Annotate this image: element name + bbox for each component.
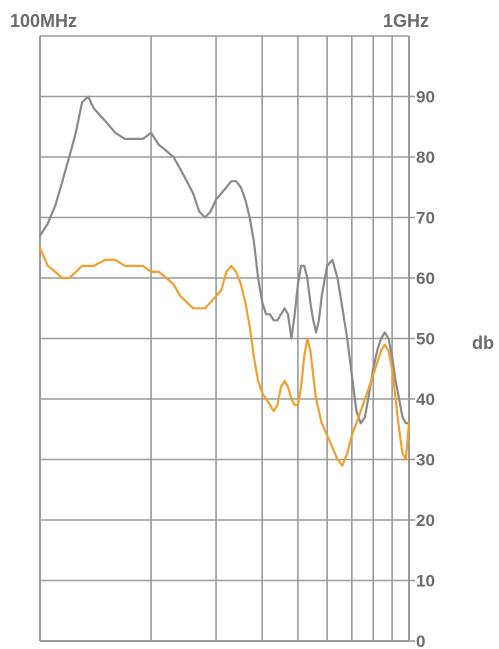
x-label-right: 1GHz: [383, 11, 429, 31]
y-tick-label: 10: [416, 572, 435, 591]
grid: [39, 35, 415, 642]
y-tick-label: 70: [416, 209, 435, 228]
y-tick-label: 80: [416, 148, 435, 167]
y-axis-label: db: [472, 333, 494, 353]
y-tick-label: 30: [416, 451, 435, 470]
y-tick-label: 40: [416, 390, 435, 409]
y-tick-labels: 0 10 20 30 40 50 60 70 80 90: [416, 88, 435, 649]
series-orange-line: [38, 246, 411, 467]
series-lines: [38, 95, 411, 467]
series-gray-line: [38, 95, 411, 425]
y-tick-label: 20: [416, 511, 435, 530]
y-tick-label: 50: [416, 330, 435, 349]
y-tick-label: 90: [416, 88, 435, 107]
x-label-left: 100MHz: [10, 11, 77, 31]
y-tick-label: 60: [416, 269, 435, 288]
y-tick-label: 0: [416, 632, 425, 649]
